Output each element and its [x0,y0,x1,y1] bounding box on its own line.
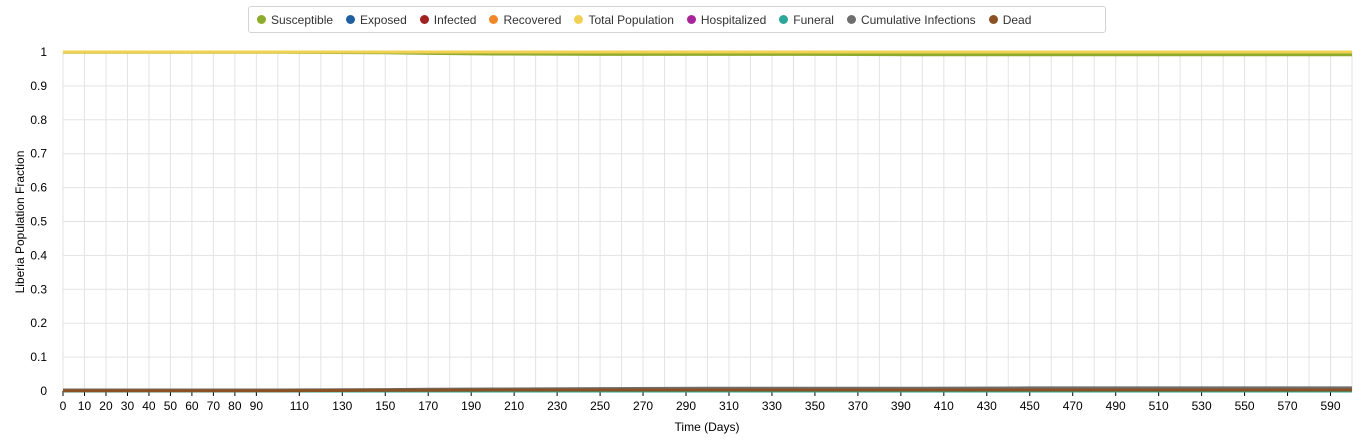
x-tick-label: 590 [1321,399,1341,413]
series-lines [63,50,1352,393]
legend-label: Funeral [793,12,834,27]
x-tick-label: 90 [250,399,264,413]
y-tick-label: 0.2 [30,316,47,330]
x-axis-title: Time (Days) [675,420,740,434]
legend-item[interactable]: Funeral [779,13,834,27]
legend-marker-icon [489,15,499,24]
series-line [63,388,1352,393]
y-tick-label: 0.8 [30,113,47,127]
legend-marker-icon [779,15,789,24]
legend-marker-icon [574,15,584,24]
x-tick-label: 20 [99,399,113,413]
legend-label: Infected [433,12,477,27]
x-tick-label: 250 [590,399,610,413]
x-tick-label: 270 [633,399,653,413]
chart-legend: Susceptible Exposed Infected Recovered Total… [248,6,1106,33]
x-tick-label: 50 [164,399,178,413]
x-tick-label: 390 [891,399,911,413]
x-axis-ticks: 0 10 20 30 40 50 60 70 80 90 110 130 150 170 190 210 230… [60,391,1341,413]
x-tick-label: 470 [1063,399,1083,413]
x-tick-label: 40 [142,399,156,413]
legend-marker-icon [257,15,266,24]
y-tick-label: 0.7 [30,147,47,161]
x-tick-label: 430 [977,399,997,413]
x-tick-label: 410 [934,399,954,413]
x-tick-label: 110 [290,399,309,413]
legend-marker-icon [988,15,998,24]
x-tick-label: 570 [1278,399,1298,413]
x-tick-label: 170 [418,399,438,413]
grid-lines [62,51,1353,392]
legend-item[interactable]: Infected [419,12,477,27]
x-tick-label: 70 [207,399,221,413]
x-tick-label: 490 [1106,399,1126,413]
x-tick-label: 150 [375,399,395,413]
legend-label: Dead [1002,12,1032,27]
y-tick-label: 0.3 [30,282,47,296]
x-tick-label: 210 [504,399,524,413]
legend-label: Cumulative Infections [860,12,976,27]
legend-marker-icon [686,15,696,24]
y-axis-ticks: 0 0.1 0.2 0.3 0.4 0.5 0.6 0.7 0.8 0.9 1 [30,45,47,398]
legend-item[interactable]: Susceptible [257,13,333,27]
x-tick-label: 30 [121,399,135,413]
x-tick-label: 290 [676,399,696,413]
legend-item[interactable]: Recovered [489,13,561,27]
y-tick-label: 0.5 [30,215,47,229]
x-tick-label: 310 [719,399,739,413]
y-tick-label: 0.6 [30,181,47,195]
x-tick-label: 450 [1020,399,1040,413]
x-tick-label: 550 [1235,399,1255,413]
x-tick-label: 350 [805,399,825,413]
x-tick-label: 190 [461,399,481,413]
legend-marker-icon [419,15,429,24]
y-tick-label: 0 [40,384,47,398]
y-tick-label: 0.9 [30,79,47,93]
x-tick-label: 60 [185,399,199,413]
x-tick-label: 0 [60,399,67,413]
legend-item[interactable]: Hospitalized [686,12,767,27]
y-axis-title: Liberia Population Fraction [13,151,27,294]
legend-item[interactable]: Dead [988,12,1032,27]
x-tick-label: 80 [228,399,242,413]
legend-item[interactable]: Exposed [346,13,407,27]
legend-label: Hospitalized [700,12,767,27]
legend-marker-icon [346,15,356,24]
y-tick-label: 0.1 [30,350,47,364]
legend-label: Recovered [503,12,562,27]
legend-label: Total Population [588,12,674,27]
legend-item[interactable]: Total Population [574,12,674,27]
legend-marker-icon [846,15,856,24]
x-tick-label: 330 [762,399,782,413]
legend-label: Susceptible [271,12,334,27]
x-tick-label: 130 [332,399,352,413]
x-tick-label: 530 [1192,399,1212,413]
x-tick-label: 10 [78,399,92,413]
legend-label: Exposed [360,12,407,27]
y-tick-label: 1 [40,45,47,59]
x-tick-label: 510 [1149,399,1169,413]
x-tick-label: 230 [547,399,567,413]
y-tick-label: 0.4 [30,248,47,262]
legend-item[interactable]: Cumulative Infections [846,12,976,27]
x-tick-label: 370 [848,399,868,413]
